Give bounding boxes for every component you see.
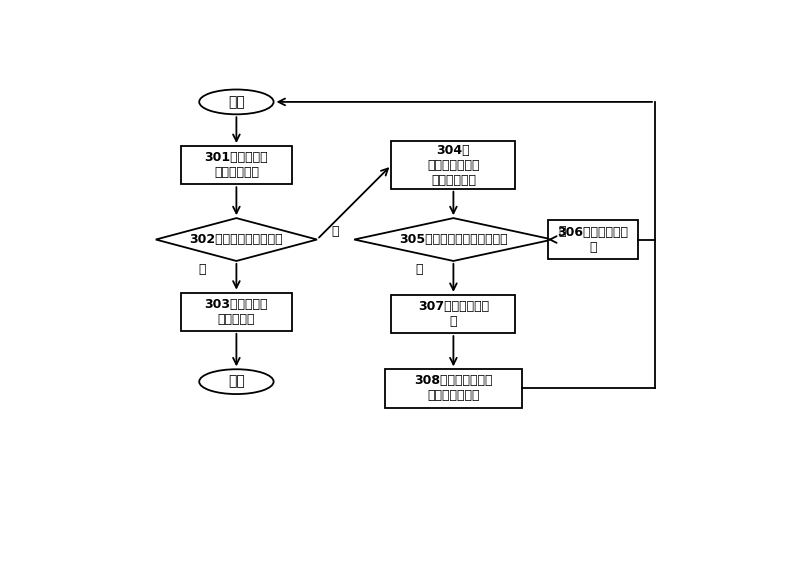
Text: 301，线程尝试
获取自适应锁: 301，线程尝试 获取自适应锁 <box>205 151 268 179</box>
Text: 305，自适应锁竞争是否激烈: 305，自适应锁竞争是否激烈 <box>399 233 508 246</box>
Polygon shape <box>156 218 317 261</box>
Ellipse shape <box>199 369 274 394</box>
Text: 302，自适应锁是否空闲: 302，自适应锁是否空闲 <box>190 233 283 246</box>
Text: 304，
递增自适应锁的
请求者计数器: 304， 递增自适应锁的 请求者计数器 <box>427 144 480 186</box>
Text: 307，进入节能状
态: 307，进入节能状 态 <box>418 300 489 328</box>
FancyBboxPatch shape <box>181 146 292 184</box>
FancyBboxPatch shape <box>391 295 515 333</box>
FancyBboxPatch shape <box>548 220 638 258</box>
Text: 否: 否 <box>558 225 566 238</box>
Text: 303，线程获取
自适应应锁: 303，线程获取 自适应应锁 <box>205 298 268 326</box>
Text: 结束: 结束 <box>228 374 245 389</box>
Text: 否: 否 <box>332 225 339 238</box>
FancyBboxPatch shape <box>391 141 515 189</box>
Text: 开始: 开始 <box>228 95 245 109</box>
Polygon shape <box>354 218 553 261</box>
Text: 是: 是 <box>198 263 206 275</box>
FancyBboxPatch shape <box>181 292 292 331</box>
Text: 306，进入自旋状
态: 306，进入自旋状 态 <box>558 226 629 254</box>
Text: 是: 是 <box>415 263 423 275</box>
Text: 308，唤醒首个处于
节能状态的线程: 308，唤醒首个处于 节能状态的线程 <box>414 374 493 403</box>
FancyBboxPatch shape <box>386 369 522 408</box>
Ellipse shape <box>199 90 274 114</box>
